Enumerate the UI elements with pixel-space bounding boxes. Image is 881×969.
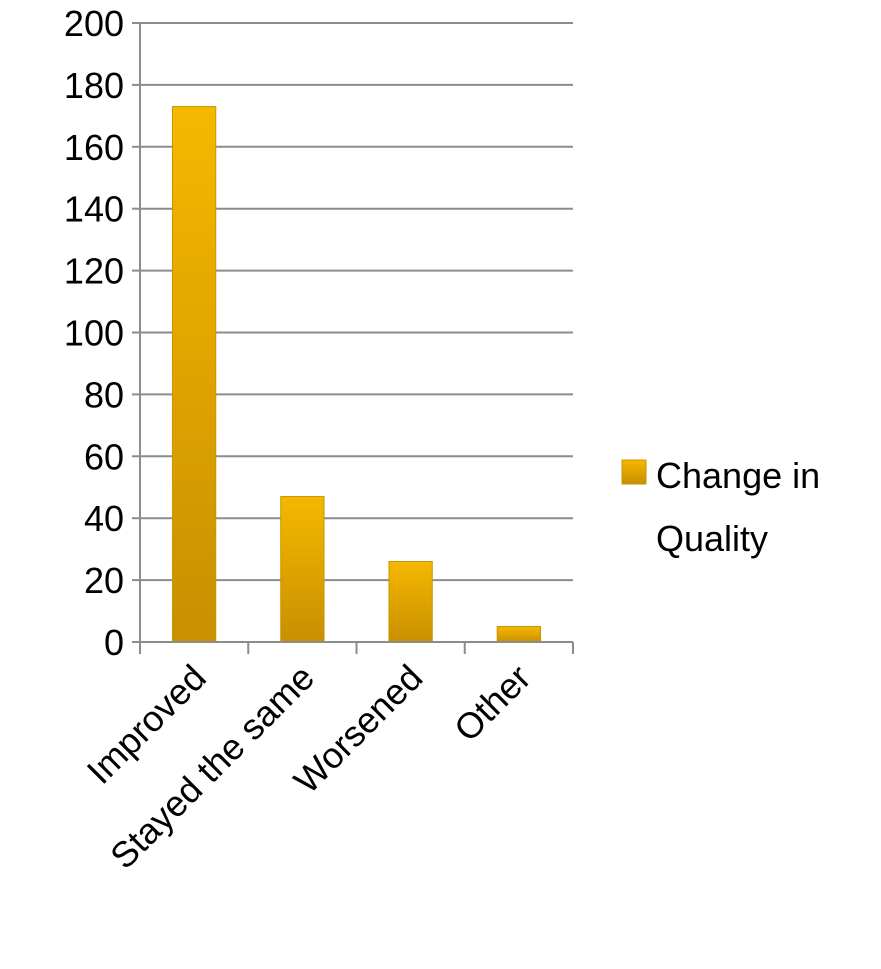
y-tick-label: 0 [104,622,124,663]
legend-label-line-2: Quality [656,518,768,559]
x-category-label: Other [446,657,539,750]
legend-label-line-1: Change in [656,455,820,496]
axes [132,22,574,654]
y-tick-label: 140 [64,189,124,230]
y-tick-label: 200 [64,3,124,44]
y-tick-label: 60 [84,436,124,477]
bar-stayed-the-same [280,496,325,643]
y-tick-label: 100 [64,313,124,354]
y-tick-label: 20 [84,560,124,601]
legend-swatch [621,459,647,485]
bar-improved [171,106,217,643]
y-tick-labels: 0 20 40 60 80 100 120 140 160 180 200 [64,3,124,663]
bar-worsened [388,561,433,643]
bars [171,106,542,643]
y-tick-label: 80 [84,374,124,415]
y-tick-label: 40 [84,498,124,539]
bar-other [496,626,542,643]
y-tick-label: 160 [64,127,124,168]
x-category-label: Stayed the same [102,657,322,877]
y-tick-label: 120 [64,251,124,292]
legend: Change in Quality [621,455,820,559]
y-tick-label: 180 [64,65,124,106]
